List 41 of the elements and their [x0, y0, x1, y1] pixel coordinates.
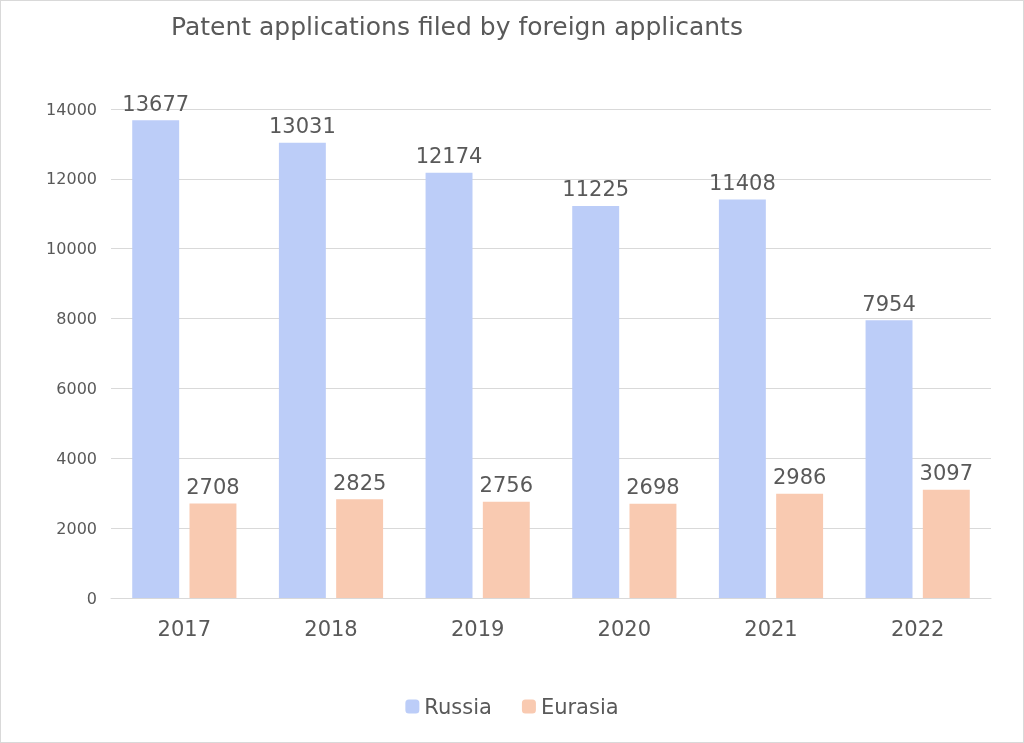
- data-label: 2708: [186, 474, 240, 499]
- bar: [922, 489, 970, 598]
- bar: [482, 501, 530, 598]
- bar: [572, 205, 620, 598]
- bar: [336, 499, 384, 598]
- data-label: 13677: [122, 91, 190, 116]
- data-label: 11408: [708, 171, 776, 196]
- bar: [278, 142, 326, 598]
- bar: [776, 493, 824, 598]
- x-tick-label: 2022: [890, 616, 945, 641]
- data-label: 2698: [626, 475, 680, 500]
- bar: [189, 503, 237, 598]
- x-tick-label: 2017: [157, 616, 212, 641]
- bar: [629, 503, 677, 598]
- data-label: 13031: [268, 114, 336, 139]
- x-tick-label: 2019: [450, 616, 505, 641]
- y-tick-label: 12000: [46, 169, 97, 189]
- y-tick-label: 0: [86, 588, 97, 608]
- bar: [132, 120, 180, 598]
- legend-label: Eurasia: [540, 694, 619, 719]
- y-tick-label: 8000: [56, 309, 97, 329]
- chart-title: Patent applications filed by foreign applicants: [171, 12, 743, 41]
- bar: [865, 320, 913, 598]
- data-label: 12174: [415, 144, 483, 169]
- x-tick-label: 2021: [744, 616, 798, 641]
- legend-label: Russia: [424, 694, 492, 719]
- x-tick-label: 2018: [304, 616, 358, 641]
- data-label: 3097: [919, 461, 974, 486]
- data-label: 11225: [562, 177, 630, 202]
- bar: [718, 199, 766, 598]
- data-label: 2825: [332, 470, 387, 495]
- y-tick-label: 14000: [46, 99, 97, 119]
- data-label: 2986: [772, 465, 827, 490]
- y-tick-label: 6000: [56, 378, 97, 398]
- y-tick-label: 2000: [56, 518, 97, 538]
- data-label: 7954: [862, 291, 916, 316]
- data-label: 2756: [479, 473, 534, 498]
- y-tick-label: 4000: [56, 448, 97, 468]
- bar: [425, 172, 473, 598]
- x-tick-label: 2020: [597, 616, 652, 641]
- y-tick-label: 10000: [46, 239, 97, 259]
